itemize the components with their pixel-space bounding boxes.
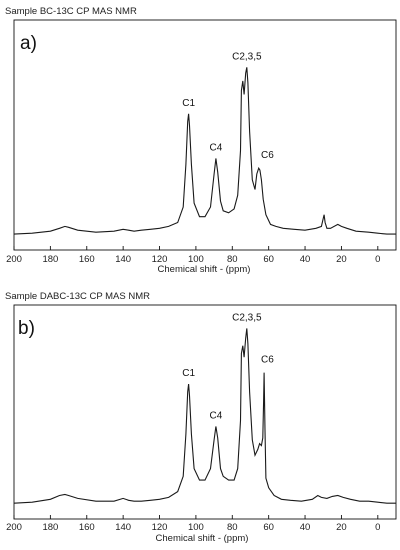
panel-b-tick-label-160: 160 xyxy=(79,522,95,533)
panel-b-tick-label-200: 200 xyxy=(6,522,22,533)
panel-a-title: Sample BC-13C CP MAS NMR xyxy=(5,6,137,17)
panel-a-x-axis-label: Chemical shift - (ppm) xyxy=(158,264,251,275)
panel-b-letter: b) xyxy=(18,318,35,339)
panel-a-tick-label-60: 60 xyxy=(263,254,274,265)
panel-a-peak-label-C4: C4 xyxy=(210,142,223,153)
panel-b-ticks: 200 180 160 140 120 100 80 60 40 20 0 xyxy=(6,515,380,533)
panel-a-frame xyxy=(13,19,397,251)
panel-a-peak-label-C6: C6 xyxy=(261,150,274,161)
panel-b-tick-label-140: 140 xyxy=(115,522,131,533)
panel-b-peak-label-C235: C2,3,5 xyxy=(232,312,262,323)
panel-b-frame xyxy=(13,304,397,520)
panel-a-peak-labels: C1 C4 C2,3,5 C6 xyxy=(182,51,274,161)
panel-a-tick-label-20: 20 xyxy=(336,254,347,265)
panel-b-tick-label-120: 120 xyxy=(152,522,168,533)
panel-a-tick-label-80: 80 xyxy=(227,254,238,265)
panel-a-letter: a) xyxy=(20,33,37,54)
panel-a-spectrum-line xyxy=(13,67,396,235)
panel-b: Sample DABC-13C CP MAS NMR b) 200 180 160 1… xyxy=(5,291,397,544)
panel-b-tick-label-20: 20 xyxy=(336,522,347,533)
panel-b-tick-label-40: 40 xyxy=(300,522,311,533)
panel-b-peak-label-C1: C1 xyxy=(182,368,195,379)
panel-b-peak-label-C4: C4 xyxy=(210,410,223,421)
panel-a-tick-label-160: 160 xyxy=(79,254,95,265)
panel-a-ticks: 200 180 160 140 120 100 80 60 40 20 0 xyxy=(6,246,380,265)
panel-b-peak-label-C6: C6 xyxy=(261,355,274,366)
panel-a-tick-label-100: 100 xyxy=(188,254,204,265)
panel-b-x-axis-label: Chemical shift - (ppm) xyxy=(156,533,249,544)
panel-a-tick-label-120: 120 xyxy=(152,254,168,265)
panel-b-tick-label-100: 100 xyxy=(188,522,204,533)
panel-a-peak-label-C235: C2,3,5 xyxy=(232,51,262,62)
panel-a-tick-label-180: 180 xyxy=(42,254,58,265)
panel-b-spectrum-line xyxy=(13,328,396,504)
panel-a-tick-label-200: 200 xyxy=(6,254,22,265)
panel-a-tick-label-40: 40 xyxy=(300,254,311,265)
panel-b-tick-label-60: 60 xyxy=(263,522,274,533)
panel-b-tick-label-80: 80 xyxy=(227,522,238,533)
panel-b-tick-label-0: 0 xyxy=(375,522,380,533)
panel-b-tick-label-180: 180 xyxy=(42,522,58,533)
panel-b-title: Sample DABC-13C CP MAS NMR xyxy=(5,291,150,302)
panel-a-tick-label-0: 0 xyxy=(375,254,380,265)
panel-a-tick-label-140: 140 xyxy=(115,254,131,265)
panel-a: Sample BC-13C CP MAS NMR a) 200 180 160 140… xyxy=(5,6,397,275)
panel-a-peak-label-C1: C1 xyxy=(182,98,195,109)
panel-b-peak-labels: C1 C4 C2,3,5 C6 xyxy=(182,312,274,421)
